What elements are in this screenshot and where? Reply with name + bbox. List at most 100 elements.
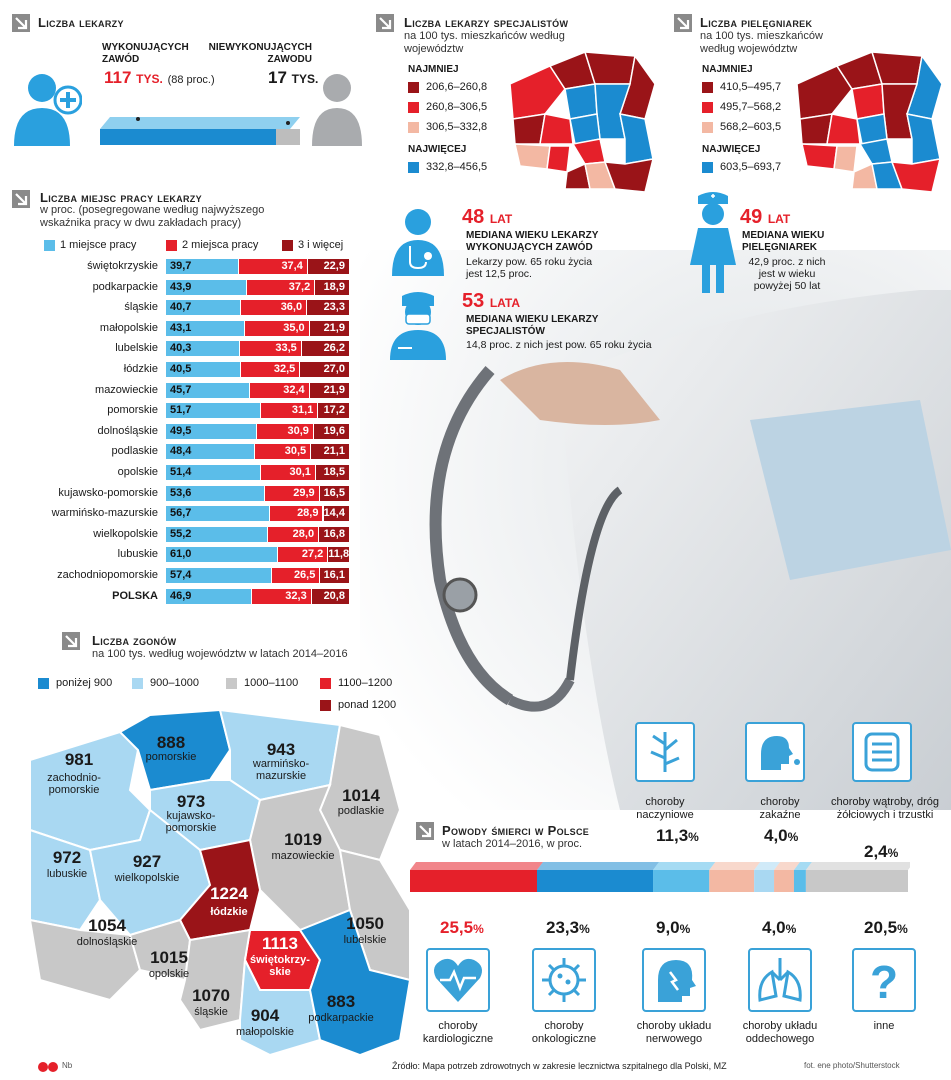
map-value-podkarpackie: 883	[326, 992, 356, 1011]
workplace-bar-3: 17,2	[318, 403, 349, 419]
workplace-bar-3: 16,1	[320, 568, 349, 583]
legend-swatch	[702, 102, 713, 113]
workplace-bar-2: 32,4	[250, 382, 309, 398]
map-value-dolnoslaskie: 1054	[88, 916, 126, 935]
surgeon-mask-icon	[390, 292, 446, 360]
deaths-legend-2: 900–1000	[150, 677, 199, 689]
cause-segment	[653, 870, 710, 892]
cause-segment-top	[774, 862, 800, 870]
cause-segment	[410, 870, 537, 892]
logo-mark	[38, 1060, 60, 1072]
cause-pct-vessels: 11,3%	[656, 826, 699, 845]
workplace-bar-1: 53,6	[166, 485, 264, 501]
workplace-bar-2: 36,0	[240, 300, 307, 316]
legend-three-jobs: 3 i więcej	[298, 239, 344, 251]
cause-label-other: inne	[873, 1020, 895, 1032]
specialists-range-2: 260,8–306,5	[426, 101, 488, 113]
cause-label-cardio: choroby kardiologiczne	[422, 1020, 494, 1045]
causes-title: Powody śmierci w Polsce	[442, 823, 590, 838]
workplace-row: POLSKA 46,9 32,3 20,8	[0, 588, 360, 605]
workplace-bar-3: 21,9	[309, 382, 349, 398]
heart-icon	[434, 958, 482, 1002]
doctors-bar	[100, 87, 300, 147]
workplace-bar-1: 57,4	[166, 568, 271, 583]
lungs-icon	[758, 958, 802, 1002]
nurses-range-3: 568,2–603,5	[720, 121, 782, 133]
workplace-bar-1: 39,7	[166, 259, 239, 274]
workplace-bar-2: 32,3	[252, 588, 311, 604]
doctor-plus-icon	[14, 74, 82, 146]
region-lubuskie	[29, 828, 102, 932]
workplace-bar-1: 51,7	[166, 403, 261, 419]
map-name-podlaskie: podlaskie	[337, 805, 385, 817]
working-label: WYKONUJĄCYCH ZAWÓD	[102, 42, 189, 65]
nurses-range-2: 495,7–568,2	[720, 101, 782, 113]
legend-swatch	[38, 678, 49, 689]
workplace-bar-3: 23,3	[307, 300, 349, 316]
section-arrow-icon	[12, 14, 30, 32]
workplace-row-label: podkarpackie	[92, 280, 158, 293]
workplace-row-label: łódzkie	[123, 363, 158, 375]
map-name-opolskie: opolskie	[148, 968, 190, 980]
workplace-bar-2: 31,1	[261, 403, 318, 419]
map-name-podkarpackie: podkarpackie	[308, 1012, 374, 1024]
workplace-row-label: wielkopolskie	[93, 527, 158, 540]
workplace-row: kujawsko-pomorskie 53,6 29,9 16,5	[0, 485, 360, 502]
not-working-value: 17 TYS.	[268, 68, 319, 87]
legend-swatch	[320, 678, 331, 689]
workplace-bar-3: 18,5	[315, 465, 349, 480]
not-working-label: NIEWYKONUJĄCYCH ZAWODU	[208, 42, 312, 65]
deaths-map	[28, 710, 412, 1057]
workplace-row: opolskie 51,4 30,1 18,5	[0, 464, 360, 481]
photo-credit: fot. ene photo/Shutterstock	[804, 1061, 900, 1070]
workplace-bar-1: 46,9	[166, 588, 252, 604]
doc-median-text: Lekarzy pow. 65 roku życia jest 12,5 pro…	[466, 256, 593, 280]
region-pomorskie	[118, 710, 232, 792]
coughing-head-icon	[761, 736, 800, 770]
workplace-row-label: pomorskie	[107, 404, 158, 417]
section-arrow-icon	[12, 190, 30, 208]
workplace-bar-2: 35,0	[245, 320, 309, 336]
map-value-pomorskie: 888	[156, 733, 186, 752]
workplace-bar-2: 37,2	[246, 279, 315, 295]
legend-swatch	[408, 122, 419, 133]
nurses-least: NAJMNIEJ	[702, 64, 753, 75]
nurse-icon	[690, 192, 736, 293]
legend-swatch	[44, 240, 55, 251]
cause-label-nervous: choroby układu nerwowego	[636, 1020, 712, 1045]
cause-segment-top	[793, 862, 812, 870]
workplace-bar-3: 20,8	[311, 588, 349, 604]
workplace-row: małopolskie 43,1 35,0 21,9	[0, 320, 360, 337]
legend-one-job: 1 miejsce pracy	[60, 239, 137, 251]
legend-swatch	[226, 678, 237, 689]
cause-segment-top	[754, 862, 781, 870]
specialists-least: NAJMNIEJ	[408, 64, 459, 75]
doctors-title: Liczba lekarzy	[38, 15, 124, 30]
workplace-bar-3: 11,8	[328, 547, 350, 563]
cause-pct-liver: 2,4%	[864, 842, 899, 861]
workplace-bar-2: 30,5	[255, 444, 311, 460]
map-name-lubelskie: lubelskie	[343, 934, 387, 946]
map-name-dolnoslaskie: dolnośląskie	[76, 936, 138, 948]
section-arrow-icon	[62, 632, 80, 650]
workplace-row: dolnośląskie 49,5 30,9 19,6	[0, 423, 360, 440]
workplace-bar-1: 40,3	[166, 341, 240, 357]
cause-pct-other: 20,5%	[864, 918, 908, 937]
workplaces-chart: świętokrzyskie 39,7 37,4 22,9 podkarpackie 43…	[0, 258, 360, 618]
map-value-malopolskie: 904	[250, 1006, 280, 1025]
spec-median-title: MEDIANA WIEKU LEKARZY SPECJALISTÓW	[466, 314, 599, 337]
specialists-most: NAJWIĘCEJ	[408, 144, 467, 155]
workplace-bar-3: 18,9	[315, 279, 349, 295]
map-name-warminsko-mazurskie: warmińsko-mazurskie	[252, 758, 310, 782]
brain-head-icon	[658, 960, 696, 1002]
cause-segment-top	[536, 862, 660, 870]
cause-label-onco: choroby onkologiczne	[531, 1020, 597, 1045]
author-initials: Nb	[62, 1061, 73, 1070]
region-podkarpackie	[298, 908, 412, 1057]
map-value-wielkopolskie: 927	[132, 852, 162, 871]
nurse-median-text: 42,9 proc. z nich jest w wieku powyżej 5…	[748, 256, 826, 292]
workplace-bar-1: 43,1	[166, 320, 245, 336]
deaths-legend-5: ponad 1200	[338, 699, 397, 711]
map-name-zachodniopomorskie: zachodnio-pomorskie	[47, 772, 101, 796]
cardio-icon-box	[426, 948, 490, 1012]
